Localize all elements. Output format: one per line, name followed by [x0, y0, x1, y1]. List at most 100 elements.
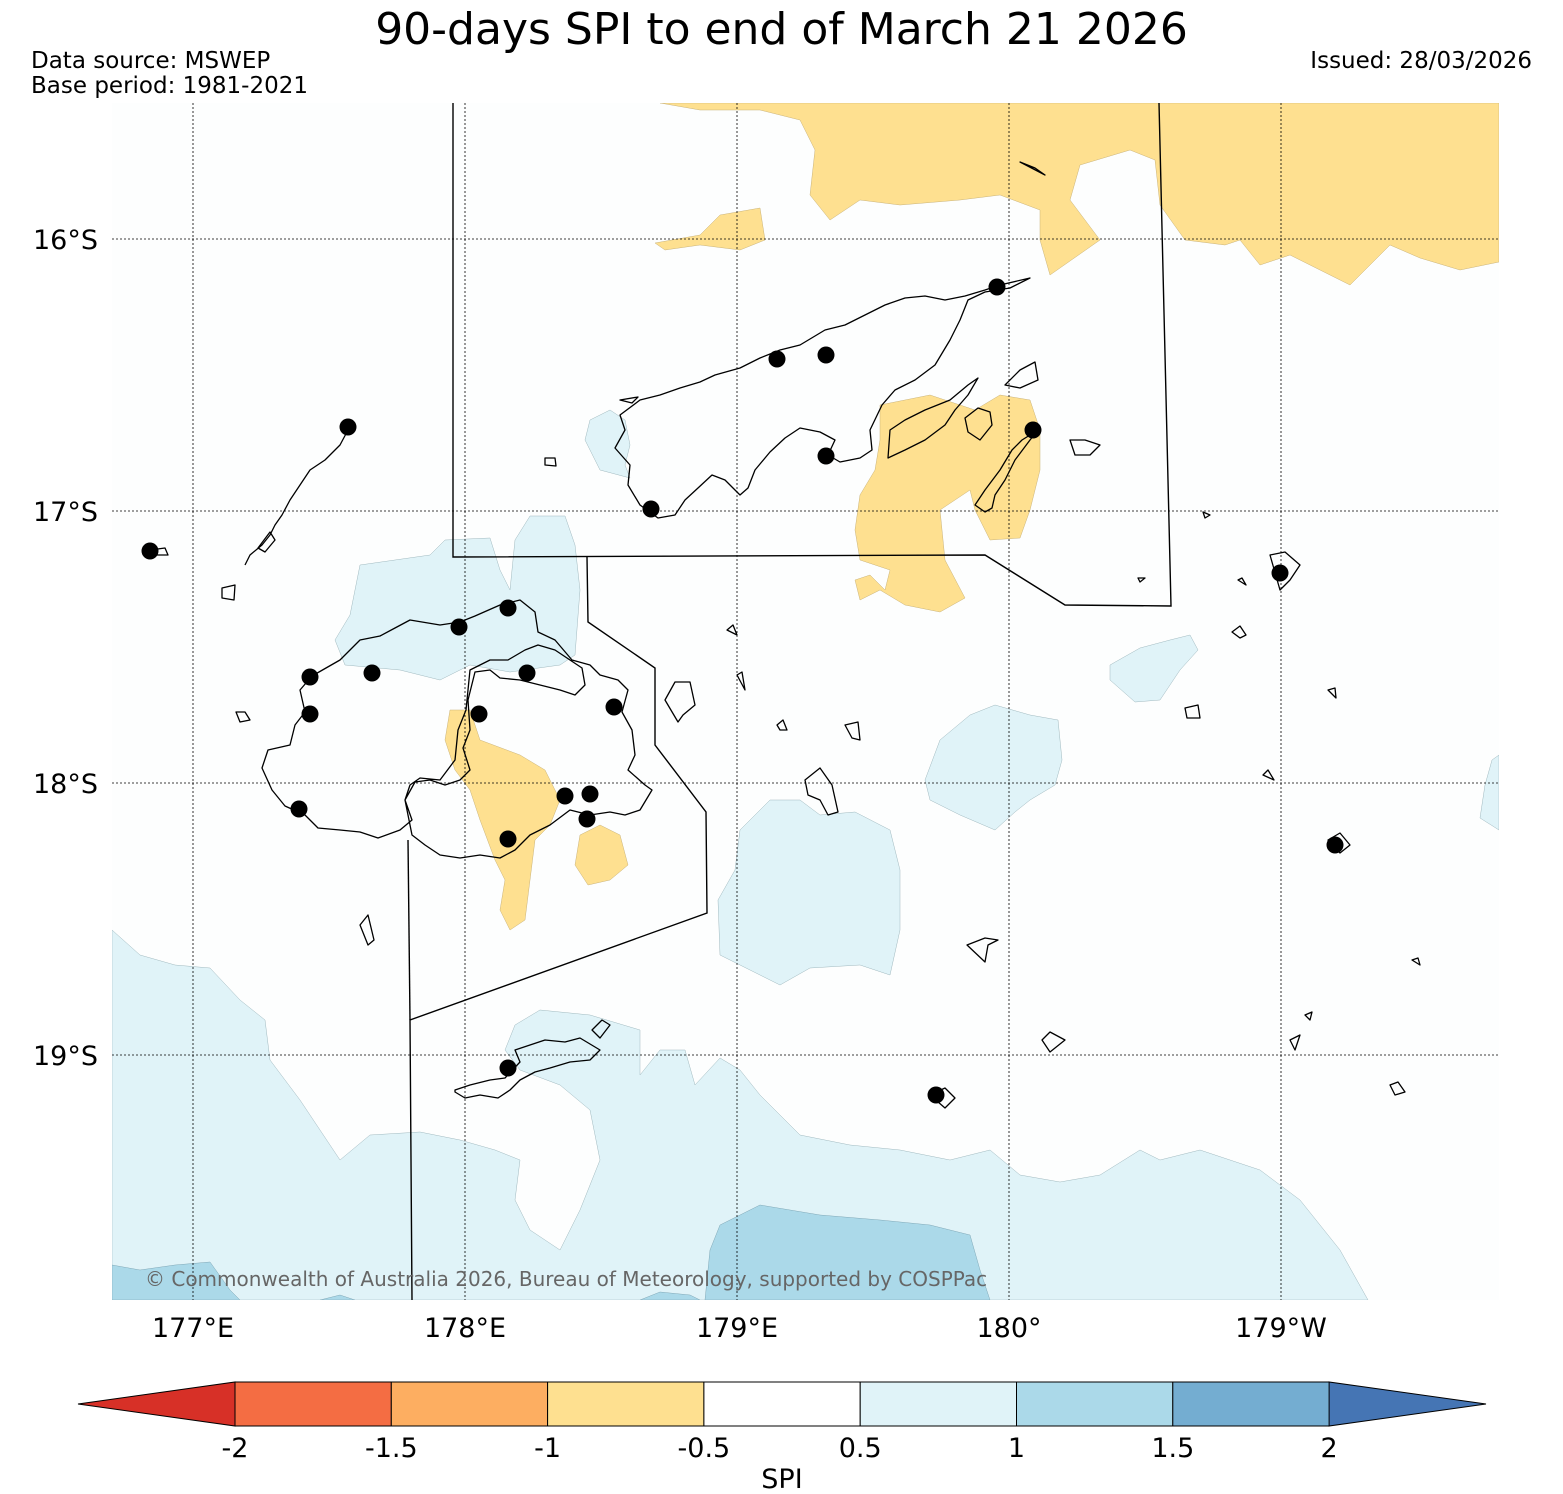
colorbar-boxes [234, 1381, 1330, 1427]
colorbar-ticks: -2 -1.5 -1 -0.5 0.5 1 1.5 2 [222, 1433, 1338, 1464]
wet-region-central [717, 799, 901, 986]
island-small-c1 [726, 624, 738, 636]
station-marker[interactable] [499, 830, 517, 848]
island-small-e1 [1237, 577, 1247, 586]
station-marker[interactable] [499, 599, 517, 617]
lon-label: 180° [976, 1313, 1041, 1344]
island-beqa [359, 914, 375, 946]
colorbar-box [234, 1381, 392, 1427]
island-small-e10 [1069, 439, 1101, 456]
island-small-n4 [1202, 511, 1211, 519]
wet-region-moderate-southwest [112, 1261, 241, 1300]
wet-region-far-east [1479, 754, 1499, 831]
map-title: 90-days SPI to end of March 21 2026 [375, 4, 1188, 55]
station-marker[interactable] [988, 278, 1006, 296]
station-marker[interactable] [141, 542, 159, 560]
spi-fill-layer: © Commonwealth of Australia 2026, Bureau… [112, 103, 1499, 1300]
station-marker[interactable] [1326, 836, 1344, 854]
island-small-n3 [544, 457, 557, 467]
island-vanuabalavu [1269, 551, 1301, 591]
colorbar-box [1016, 1381, 1174, 1427]
wet-region-east-1 [1109, 634, 1199, 703]
station-marker[interactable] [301, 705, 319, 723]
colorbar-box [390, 1381, 549, 1427]
island-viti-levu [261, 599, 653, 859]
island-totoya [1041, 1031, 1066, 1053]
island-koro [1004, 361, 1039, 389]
island-taveuni-2 [964, 407, 993, 441]
longitude-labels: 177°E 178°E 179°E 180° 179°W [152, 1313, 1327, 1344]
wet-region-moderate-south-3 [639, 1291, 701, 1300]
lat-label: 18°S [33, 769, 98, 800]
station-marker[interactable] [301, 668, 319, 686]
island-small-c2 [736, 671, 746, 691]
station-marker[interactable] [578, 810, 596, 828]
colorbar-tick-label: -2 [222, 1433, 249, 1464]
station-marker[interactable] [470, 705, 488, 723]
island-small-e3 [1184, 704, 1201, 719]
island-mamanuca [221, 584, 236, 601]
dry-region-north [659, 103, 1499, 286]
island-small-e8 [1304, 1011, 1313, 1021]
dry-region-small-north [654, 207, 766, 251]
colorbar-min-arrow [77, 1381, 236, 1427]
island-ono [591, 1019, 611, 1039]
colorbar-tick-label: -1 [534, 1433, 561, 1464]
dry-region-vanua-levu [854, 394, 1041, 613]
data-source: Data source: MSWEP [31, 48, 271, 74]
colorbar: -2 -1.5 -1 -0.5 0.5 1 1.5 2 SPI [77, 1381, 1487, 1494]
lon-label: 178°E [424, 1313, 506, 1344]
station-marker[interactable] [927, 1086, 945, 1104]
wet-region-yasawa [584, 409, 631, 479]
station-marker[interactable] [581, 785, 599, 803]
station-marker[interactable] [817, 447, 835, 465]
issued-date: Issued: 28/03/2026 [1310, 48, 1532, 74]
station-marker[interactable] [605, 698, 623, 716]
wet-region-moderate-south-2 [319, 1294, 356, 1300]
station-marker[interactable] [556, 787, 574, 805]
wet-region-south [112, 929, 1369, 1300]
colorbar-tick-label: 2 [1321, 1433, 1338, 1464]
island-small-e2 [1231, 625, 1247, 639]
lat-label: 16°S [33, 225, 98, 256]
colorbar-tick-label: -0.5 [678, 1433, 731, 1464]
station-marker[interactable] [339, 418, 357, 436]
station-marker[interactable] [768, 350, 786, 368]
colorbar-tick-label: -1.5 [365, 1433, 418, 1464]
colorbar-max-arrow [1328, 1381, 1487, 1427]
island-small-c4 [844, 721, 861, 741]
colorbar-box [547, 1381, 705, 1427]
wet-region-lau [924, 704, 1063, 831]
island-yasawa-chain [244, 429, 349, 566]
lon-label: 179°E [696, 1313, 778, 1344]
copyright-text: © Commonwealth of Australia 2026, Bureau… [145, 1267, 987, 1291]
station-marker[interactable] [450, 618, 468, 636]
station-marker[interactable] [1271, 564, 1289, 582]
wet-region-moderate-south [704, 1204, 991, 1300]
data-source-text: Data source: MSWEP Base period: 1981-202… [31, 49, 308, 99]
colorbar-label: SPI [761, 1464, 802, 1494]
dry-region-viti-levu [444, 709, 561, 931]
lat-label: 17°S [33, 497, 98, 528]
colorbar-tick-label: 0.5 [839, 1433, 882, 1464]
latitude-labels: 16°S 17°S 18°S 19°S [33, 225, 98, 1072]
station-marker[interactable] [363, 664, 381, 682]
island-small-e4 [1262, 769, 1275, 781]
island-small-e6 [1389, 1081, 1406, 1096]
island-vanua-levu [614, 277, 1031, 519]
colorbar-box [859, 1381, 1018, 1427]
station-markers [141, 278, 1344, 1104]
island-small-n2 [619, 396, 639, 404]
station-marker[interactable] [817, 346, 835, 364]
colorbar-tick-label: 1 [1008, 1433, 1025, 1464]
island-small-e5 [1327, 687, 1337, 699]
station-marker[interactable] [1024, 421, 1042, 439]
base-period: Base period: 1981-2021 [31, 73, 309, 99]
division-boundaries [407, 103, 1172, 1300]
island-ovalau [664, 681, 696, 723]
lon-label: 179°W [1235, 1313, 1327, 1344]
station-marker[interactable] [290, 800, 308, 818]
station-marker[interactable] [499, 1059, 517, 1077]
station-marker[interactable] [642, 500, 660, 518]
station-marker[interactable] [518, 664, 536, 682]
